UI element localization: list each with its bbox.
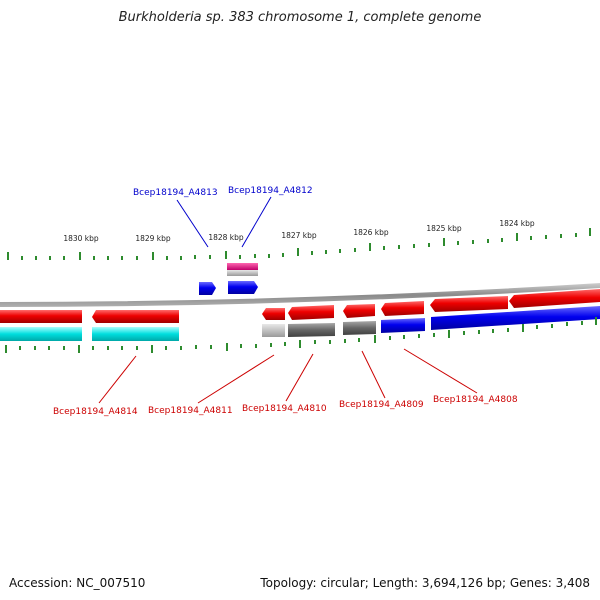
- gene-arrow-right-2[interactable]: [509, 289, 600, 308]
- scale-label: 1828 kbp: [208, 233, 244, 242]
- gene-label-a4809[interactable]: Bcep18194_A4809: [339, 400, 424, 410]
- map-title: Burkholderia sp. 383 chromosome 1, compl…: [118, 10, 482, 25]
- gene-label-a4808[interactable]: Bcep18194_A4808: [433, 395, 518, 405]
- scale-label: 1825 kbp: [426, 224, 462, 233]
- scale-labels: 1830 kbp 1829 kbp 1828 kbp 1827 kbp 1826…: [63, 219, 535, 243]
- scale-label: 1830 kbp: [63, 234, 99, 243]
- gene-arrow-a4813[interactable]: [199, 282, 216, 295]
- gene-block-magenta[interactable]: [227, 263, 258, 270]
- upper-tick-row: [7, 228, 591, 260]
- scale-label: 1829 kbp: [135, 234, 171, 243]
- top-leaders: [176, 196, 272, 248]
- gene-label-a4814[interactable]: Bcep18194_A4814: [53, 407, 138, 417]
- genome-summary-text: Topology: circular; Length: 3,694,126 bp…: [260, 576, 590, 590]
- reverse-strand-genes: [0, 289, 600, 341]
- gene-block-light[interactable]: [227, 270, 258, 276]
- scale-label: 1824 kbp: [499, 219, 535, 228]
- gene-arrow-a4812[interactable]: [228, 281, 258, 294]
- gene-arrow-a4809[interactable]: [343, 304, 375, 318]
- gene-block-light-2[interactable]: [262, 324, 285, 337]
- gene-arrow-a4811[interactable]: [262, 308, 285, 320]
- gene-label-a4812[interactable]: Bcep18194_A4812: [228, 186, 313, 196]
- gene-block-cyan-1[interactable]: [0, 327, 82, 341]
- scale-label: 1827 kbp: [281, 231, 317, 240]
- forward-strand-genes: [199, 263, 258, 295]
- backbone-track: [0, 283, 600, 307]
- gene-block-gray-1[interactable]: [288, 323, 335, 337]
- bottom-leaders: [98, 348, 478, 404]
- gene-block-gray-2[interactable]: [343, 321, 376, 335]
- gene-label-a4811[interactable]: Bcep18194_A4811: [148, 406, 233, 416]
- gene-block-blue-1[interactable]: [381, 318, 425, 333]
- gene-arrow-left-1[interactable]: [0, 310, 82, 323]
- gene-arrow-right-1[interactable]: [430, 296, 508, 312]
- gene-label-a4810[interactable]: Bcep18194_A4810: [242, 404, 327, 414]
- gene-arrow-a4808[interactable]: [381, 301, 424, 316]
- accession-text: Accession: NC_007510: [9, 576, 146, 590]
- gene-label-a4813[interactable]: Bcep18194_A4813: [133, 188, 218, 198]
- scale-label: 1826 kbp: [353, 228, 389, 237]
- gene-arrow-a4810[interactable]: [288, 305, 334, 320]
- gene-arrow-a4814[interactable]: [92, 310, 179, 323]
- gene-block-cyan-2[interactable]: [92, 327, 179, 341]
- gene-block-blue-2[interactable]: [431, 306, 600, 330]
- lower-tick-row: [5, 317, 597, 353]
